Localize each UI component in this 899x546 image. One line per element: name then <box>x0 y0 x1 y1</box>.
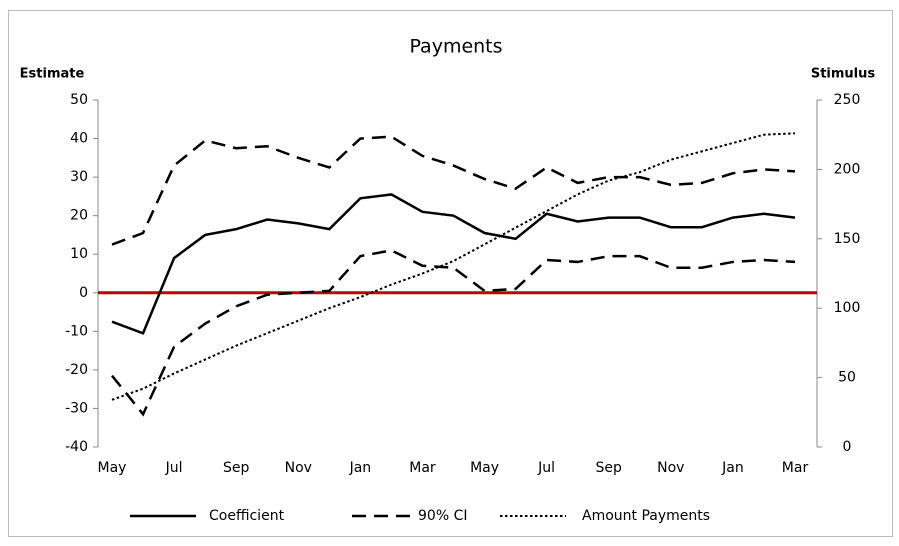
y-tick-label: -30 <box>65 400 88 416</box>
y-tick-label: 10 <box>70 246 88 262</box>
series-line <box>111 132 796 401</box>
y-tick-label: -10 <box>65 323 88 339</box>
y-tick-label: 0 <box>79 285 88 301</box>
x-tick-label: Jul <box>165 460 183 476</box>
y-tick-label: -20 <box>65 362 88 378</box>
series-line <box>111 135 796 246</box>
series-line <box>111 249 796 417</box>
x-tick-label: Sep <box>596 460 623 476</box>
x-tick-label: Sep <box>223 460 250 476</box>
y2-tick-label: 0 <box>843 439 852 455</box>
x-tick-label: Mar <box>782 460 809 476</box>
y-tick-label: 40 <box>70 131 88 147</box>
y-axis-label: Estimate <box>20 67 85 82</box>
x-tick-label: Jan <box>721 460 744 476</box>
y2-tick-label: 200 <box>834 161 861 177</box>
x-tick-label: Nov <box>657 460 684 476</box>
series-line <box>111 193 796 335</box>
y-tick-label: 50 <box>70 92 88 108</box>
y-tick-label: 30 <box>70 169 88 185</box>
legend-label: Coefficient <box>209 508 285 524</box>
x-tick-label: May <box>98 460 127 476</box>
y2-tick-label: 250 <box>834 92 861 108</box>
x-tick-label: Jul <box>537 460 555 476</box>
chart-frame <box>8 10 893 537</box>
y2-axis-label: Stimulus <box>811 67 876 82</box>
x-tick-label: Jan <box>349 460 372 476</box>
x-tick-label: Nov <box>285 460 312 476</box>
legend-label: Amount Payments <box>582 508 710 524</box>
y2-tick-label: 50 <box>838 370 856 386</box>
y-tick-label: 20 <box>70 208 88 224</box>
x-tick-label: May <box>470 460 499 476</box>
x-tick-label: Mar <box>409 460 436 476</box>
y2-tick-label: 150 <box>834 231 861 247</box>
y-tick-label: -40 <box>65 439 88 455</box>
y2-tick-label: 100 <box>834 300 861 316</box>
legend-label: 90% CI <box>418 508 467 524</box>
chart-title: Payments <box>409 36 502 58</box>
